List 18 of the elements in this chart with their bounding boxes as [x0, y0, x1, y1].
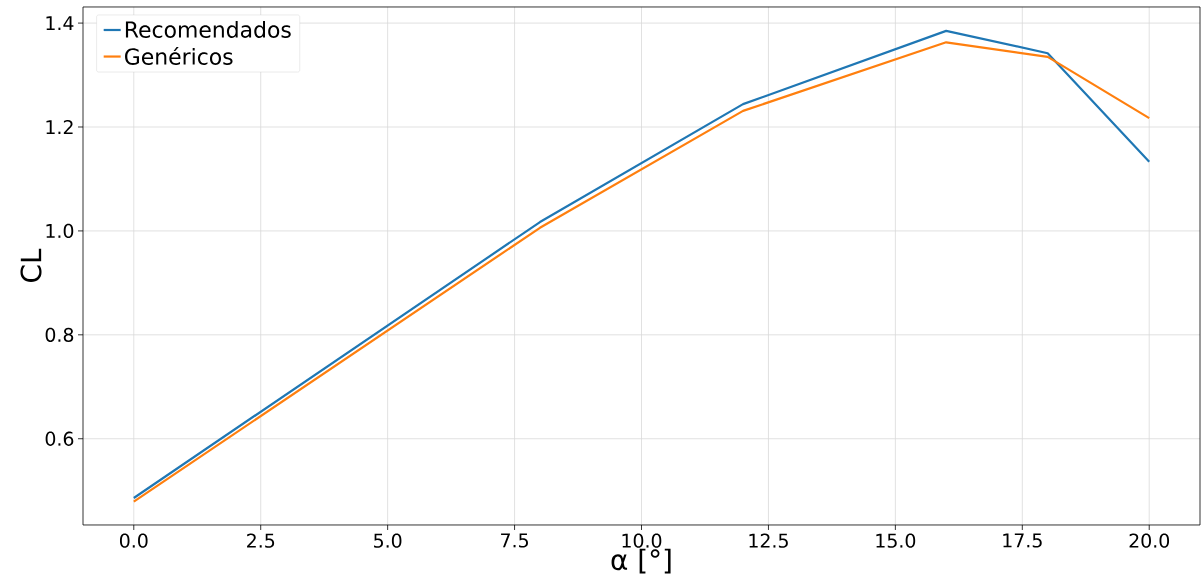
x-tick-label: 12.5	[749, 533, 788, 548]
y-tick-label: 1.2	[46, 119, 73, 135]
x-tick-label: 2.5	[247, 533, 275, 548]
x-tick-label: 17.5	[1003, 533, 1042, 548]
y-tick-label: 0.6	[45, 431, 74, 446]
y-tick-label: 0.8	[45, 327, 74, 342]
y-tick-label: 1.4	[46, 16, 74, 30]
y-tick-label: 1.0	[46, 223, 74, 239]
legend-label: Genéricos	[125, 47, 233, 65]
x-tick-label: 10.0	[622, 533, 662, 548]
x-tick-label: 20.0	[1129, 533, 1170, 548]
x-tick-label: 15.0	[876, 533, 916, 548]
legend-label: Recomendados	[125, 20, 291, 38]
x-tick-label: 0.0	[119, 533, 148, 548]
x-tick-label: 5.0	[374, 533, 402, 548]
x-tick-label: 7.5	[501, 533, 528, 548]
y-axis-title: CL	[20, 248, 42, 282]
x-axis-title: α [°]	[611, 548, 671, 574]
